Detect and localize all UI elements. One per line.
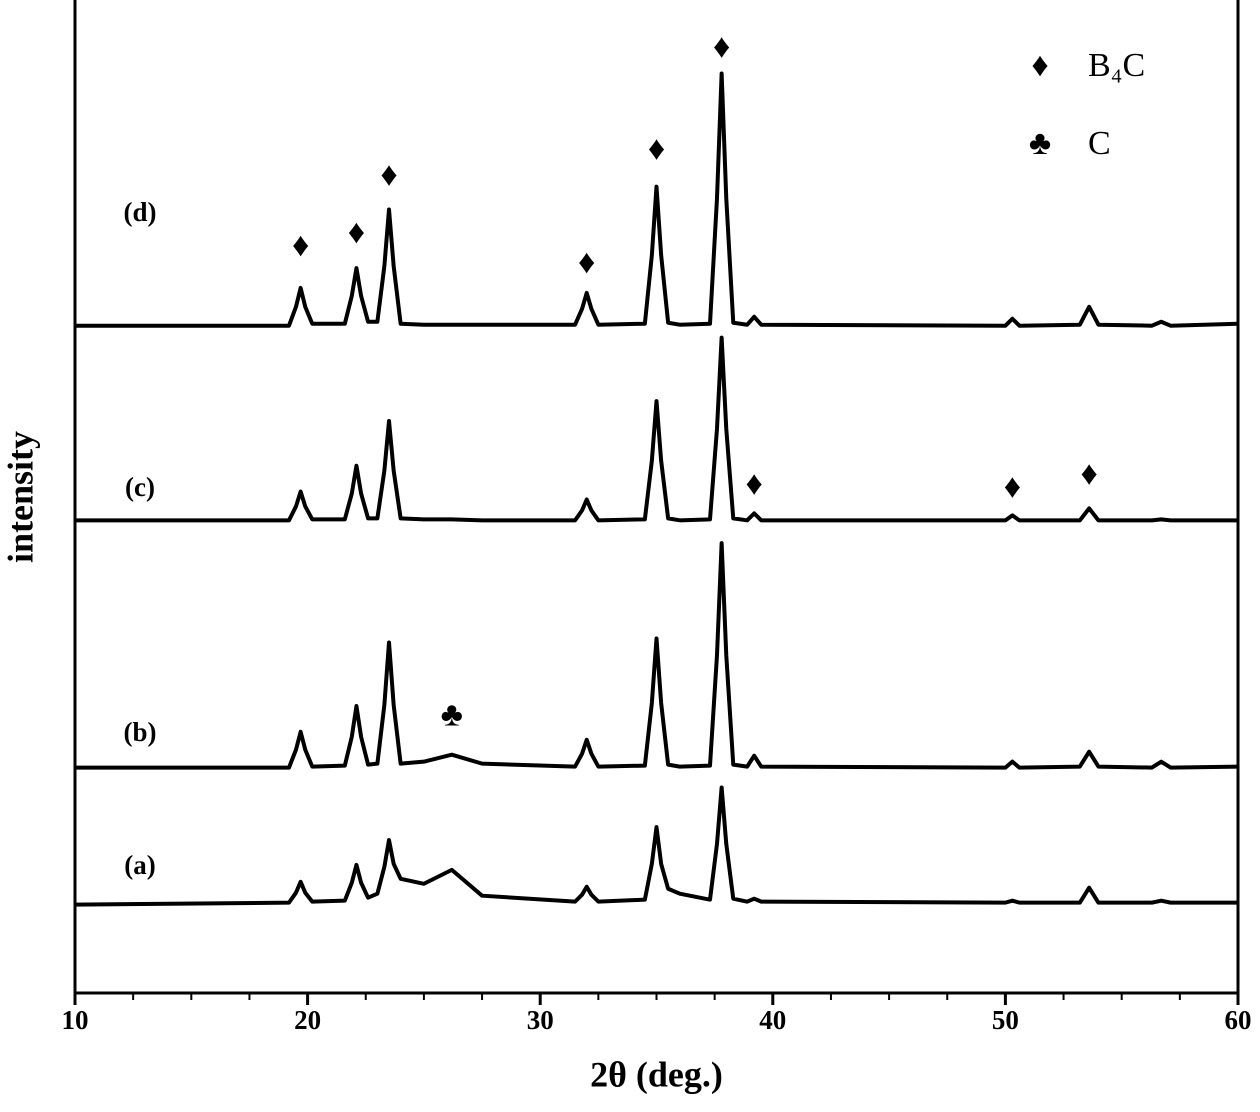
legend-label: C	[1088, 125, 1111, 162]
xrd-curve	[75, 71, 1239, 328]
x-tick-label: 50	[992, 1005, 1019, 1035]
xrd-curve	[74, 785, 1238, 907]
peak-marker: ♦	[292, 227, 309, 264]
peak-marker: ♦	[1080, 455, 1097, 492]
peak-marker: ♣	[441, 697, 463, 734]
peak-marker: ♦	[1004, 468, 1021, 505]
legend-symbol: ♣	[1029, 125, 1051, 162]
peak-marker: ♦	[648, 131, 665, 168]
xrd-curve	[75, 541, 1239, 770]
legend-label: B₄C	[1088, 47, 1145, 84]
peak-marker: ♦	[578, 244, 595, 281]
xrd-curve	[75, 335, 1238, 523]
x-tick-label: 60	[1225, 1005, 1252, 1035]
series-label: (d)	[124, 197, 157, 227]
x-tick-label: 40	[759, 1005, 786, 1035]
x-tick-label: 10	[62, 1005, 89, 1035]
series-label: (c)	[125, 472, 155, 502]
peak-marker: ♦	[380, 157, 397, 194]
peak-marker: ♦	[713, 28, 730, 65]
y-axis-title: intensity	[0, 431, 40, 563]
x-axis-title: 2θ (deg.)	[590, 1054, 723, 1094]
series-label: (a)	[124, 850, 155, 880]
peak-marker: ♦	[746, 465, 763, 502]
peak-marker: ♦	[348, 214, 365, 251]
x-tick-label: 30	[527, 1005, 554, 1035]
series-label: (b)	[124, 717, 157, 747]
x-tick-label: 20	[294, 1005, 321, 1035]
legend-symbol: ♦	[1031, 47, 1048, 84]
